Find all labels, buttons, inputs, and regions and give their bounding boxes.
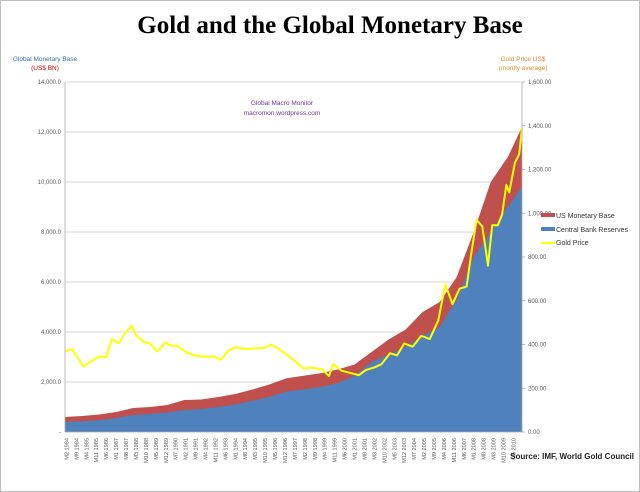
- x-tick-label: M6 2007: [462, 438, 468, 460]
- x-tick-label: M3 1995: [253, 438, 259, 460]
- x-tick-label: M1 2008: [472, 438, 478, 460]
- x-tick-label: M6 2000: [343, 438, 349, 460]
- left-tick-label: 4,000.0: [41, 330, 62, 336]
- left-tick-label: 12,000.0: [38, 130, 62, 136]
- right-tick-label: 0.00: [528, 430, 540, 436]
- left-axis-title: Global Monetary Base: [13, 56, 78, 63]
- x-tick-label: M10 1995: [263, 438, 269, 463]
- source-note: Source: IMF, World Gold Council: [510, 452, 634, 461]
- x-tick-label: M5 2010: [511, 438, 517, 460]
- right-tick-label: 400.00: [528, 343, 547, 349]
- legend: US Monetary Base Central Bank Reserves G…: [541, 213, 628, 247]
- left-tick-label: 6,000.0: [41, 280, 62, 286]
- x-tick-label: M5 1989: [154, 438, 160, 460]
- legend-swatch-central-bank-reserves: [541, 227, 555, 231]
- x-tick-label: M9 1984: [74, 438, 80, 460]
- left-tick-label: 14,000.0: [38, 80, 62, 86]
- x-tick-label: M3 2009: [492, 438, 498, 460]
- x-tick-label: M8 1987: [124, 438, 130, 460]
- area-central-bank-reserves: [65, 187, 522, 432]
- right-tick-label: 1,600.00: [528, 80, 552, 86]
- x-tick-label: M1 1994: [233, 438, 239, 460]
- right-tick-label: 1,400.00: [528, 124, 552, 130]
- x-tick-label: M7 2004: [412, 438, 418, 460]
- left-tick-label: 8,000.0: [41, 230, 62, 236]
- x-tick-label: M3 2002: [372, 438, 378, 460]
- x-tick-label: M10 1988: [144, 438, 150, 463]
- x-tick-label: M12 1996: [283, 438, 289, 463]
- x-tick-label: M2 2005: [422, 438, 428, 460]
- left-tick-label: -: [59, 430, 61, 436]
- x-tick-label: M10 2009: [502, 438, 508, 463]
- line-gold-price: [64, 127, 523, 377]
- right-tick-label: 800.00: [528, 255, 547, 261]
- right-tick-label: 1,200.00: [528, 168, 552, 174]
- x-tick-label: M9 2005: [432, 438, 438, 460]
- x-tick-label: M3 1988: [134, 438, 140, 460]
- x-tick-label: M12 2003: [402, 438, 408, 463]
- left-tick-label: 10,000.0: [38, 180, 62, 186]
- x-tick-label: M8 1994: [243, 438, 249, 460]
- watermark-url: macromon.wordpress.com: [244, 110, 321, 117]
- x-tick-label: M9 1998: [313, 438, 319, 460]
- x-tick-label: M11 1999: [333, 438, 339, 462]
- x-tick-label: M2 1991: [184, 438, 190, 460]
- legend-label-us-monetary-base: US Monetary Base: [556, 213, 615, 220]
- x-tick-label: M11 1985: [94, 438, 100, 462]
- right-tick-label: 600.00: [528, 299, 547, 305]
- x-tick-label: M5 2003: [392, 438, 398, 460]
- x-tick-label: M4 1985: [84, 438, 90, 460]
- x-tick-label: M4 1999: [323, 438, 329, 460]
- x-tick-label: M7 1997: [293, 438, 299, 460]
- x-tick-label: M9 1991: [194, 438, 200, 460]
- x-tick-label: M1 1987: [114, 438, 120, 460]
- x-tick-label: M12 1989: [164, 438, 170, 463]
- x-tick-label: M1 2001: [353, 438, 359, 460]
- x-tick-label: M11 2006: [452, 438, 458, 462]
- chart-title: Gold and the Global Monetary Base: [137, 12, 522, 39]
- x-tick-label: M10 2002: [382, 438, 388, 463]
- x-tick-label: M6 1993: [223, 438, 229, 460]
- x-tick-label: M8 2008: [482, 438, 488, 460]
- left-axis-unit: (US$ BN): [31, 65, 59, 72]
- watermark-name: Global Macro Monitor: [251, 100, 314, 107]
- legend-label-central-bank-reserves: Central Bank Reserves: [556, 227, 628, 234]
- right-tick-label: 1,000.00: [528, 211, 552, 217]
- x-tick-label: M4 2006: [442, 438, 448, 460]
- right-axis-unit: (montly average): [499, 65, 548, 72]
- legend-swatch-us-monetary-base: [541, 213, 555, 217]
- left-tick-label: 2,000.0: [41, 380, 62, 386]
- x-tick-label: M7 1990: [174, 438, 180, 460]
- legend-label-gold-price: Gold Price: [556, 240, 589, 247]
- x-tick-label: M2 1998: [303, 438, 309, 460]
- right-tick-label: 200.00: [528, 386, 547, 392]
- x-tick-label: M11 1992: [213, 438, 219, 462]
- x-tick-label: M2 1984: [64, 438, 70, 460]
- x-tick-label: M5 1996: [273, 438, 279, 460]
- x-tick-label: M4 1992: [204, 438, 210, 460]
- x-tick-label: M8 2001: [362, 438, 368, 460]
- x-tick-label: M6 1986: [104, 438, 110, 460]
- right-axis-title: Gold Price US$: [501, 56, 546, 63]
